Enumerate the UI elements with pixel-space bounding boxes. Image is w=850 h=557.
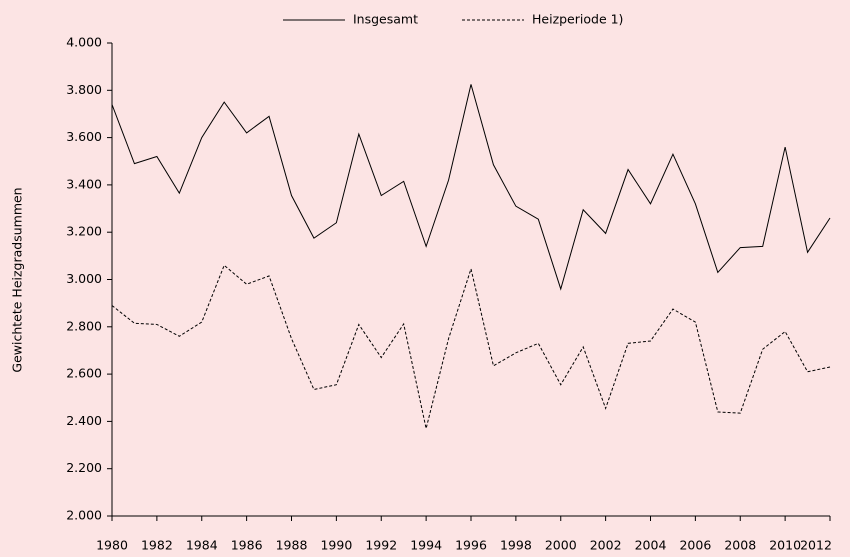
legend-label: Heizperiode 1) [532, 12, 623, 27]
y-tick-label: 3.600 [66, 129, 102, 144]
x-tick-label: 1998 [500, 538, 532, 553]
y-tick-label: 3.800 [66, 82, 102, 97]
x-tick-label: 2002 [590, 538, 622, 553]
x-tick-label: 2004 [635, 538, 667, 553]
legend-label: Insgesamt [353, 12, 418, 27]
x-tick-label: 2000 [545, 538, 577, 553]
x-tick-label: 2012 [800, 538, 832, 553]
x-tick-label: 2010 [769, 538, 801, 553]
y-tick-label: 2.600 [66, 366, 102, 381]
y-tick-label: 2.200 [66, 460, 102, 475]
x-tick-label: 1986 [231, 538, 263, 553]
y-tick-label: 2.000 [66, 508, 102, 523]
x-tick-label: 2006 [679, 538, 711, 553]
x-tick-label: 2008 [724, 538, 756, 553]
x-tick-label: 1980 [96, 538, 128, 553]
x-tick-label: 1982 [141, 538, 173, 553]
y-tick-label: 4.000 [66, 35, 102, 50]
y-tick-label: 3.200 [66, 224, 102, 239]
y-tick-label: 3.400 [66, 176, 102, 191]
x-tick-label: 1992 [365, 538, 397, 553]
y-tick-label: 2.800 [66, 318, 102, 333]
series-line [111, 84, 831, 291]
series-line [111, 264, 831, 429]
x-tick-label: 1988 [276, 538, 308, 553]
y-tick-label: 3.000 [66, 271, 102, 286]
x-tick-label: 1994 [410, 538, 442, 553]
y-tick-label: 2.400 [66, 413, 102, 428]
y-axis-label: Gewichtete Heizgradsummen [10, 187, 25, 372]
x-tick-label: 1996 [455, 538, 487, 553]
x-tick-label: 1984 [186, 538, 218, 553]
x-tick-label: 1990 [320, 538, 352, 553]
